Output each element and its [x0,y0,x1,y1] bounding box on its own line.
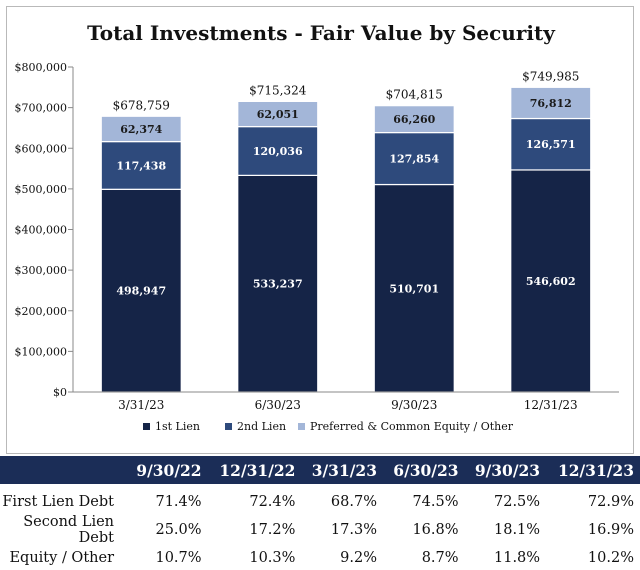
table-row-first-lien-debt: First Lien Debt 71.4% 72.4% 68.7% 74.5% … [0,484,640,514]
security-mix-table: 9/30/22 12/31/22 3/31/23 6/30/23 9/30/23… [0,456,640,570]
data-label: 76,812 [530,97,572,110]
table-header-12-31-23: 12/31/23 [546,456,640,484]
table-cell: 8.7% [421,550,459,566]
legend-swatch [143,423,150,430]
legend-label: 2nd Lien [237,420,286,433]
bar-segment-second-lien [510,117,592,171]
table-header-12-31-22: 12/31/22 [207,456,302,484]
data-label: 117,438 [116,159,166,172]
total-label: $715,324 [249,83,307,97]
table-cell: 17.3% [330,522,377,538]
data-label: 533,237 [253,278,303,291]
table-cell: 72.9% [587,494,634,510]
data-label: 510,701 [389,282,439,295]
row-label: First Lien Debt [2,494,114,510]
table-cell: 16.9% [587,522,634,538]
table-header-row: 9/30/22 12/31/22 3/31/23 6/30/23 9/30/23… [0,456,640,484]
legend-swatch [225,423,232,430]
bars: 498,947 117,438 62,374 $678,759 533,237 120,0… [100,69,592,393]
x-tick-label: 12/31/23 [524,398,578,412]
y-tick-label: $300,000 [15,264,68,277]
total-label: $678,759 [113,98,170,112]
data-label: 66,260 [393,113,435,126]
table-cell: 74.5% [412,494,459,510]
bar-segment-first-lien [510,169,592,393]
table-cell: 72.4% [249,494,296,510]
bar-segment-first-lien [237,174,319,393]
table-cell: 10.3% [249,550,296,566]
table-header-blank [0,456,126,484]
legend: 1st Lien 2nd Lien Preferred & Common Equit… [143,420,514,433]
x-tick-label: 3/31/23 [118,398,164,412]
bar-segment-equity-other [373,105,455,134]
y-tick-label: $100,000 [15,345,68,358]
data-label: 62,374 [120,123,162,136]
x-tick-label: 9/30/23 [391,398,437,412]
table-header-9-30-22: 9/30/22 [126,456,208,484]
table-row-equity-other: Equity / Other 10.7% 10.3% 9.2% 8.7% 11.… [0,546,640,570]
stacked-bar-chart: Total Investments - Fair Value by Securi… [15,21,619,433]
total-label: $704,815 [386,88,443,102]
legend-label: 1st Lien [155,420,200,433]
chart-frame: Total Investments - Fair Value by Securi… [6,6,634,454]
table-cell: 11.8% [494,550,541,566]
y-tick-label: $200,000 [15,305,68,318]
bar-segment-second-lien [100,140,182,190]
x-axis: 3/31/23 6/30/23 9/30/23 12/31/23 [73,391,619,412]
data-label: 126,571 [526,138,576,151]
y-tick-label: $700,000 [15,102,68,115]
y-tick-label: $0 [53,386,67,399]
table-cell: 10.7% [155,550,202,566]
bar-segment-second-lien [373,131,455,186]
table-header-6-30-23: 6/30/23 [382,456,465,484]
data-label: 546,602 [526,275,576,288]
table-row-second-lien-debt: Second Lien Debt 25.0% 17.2% 17.3% 16.8%… [0,514,640,546]
y-tick-label: $600,000 [15,142,68,155]
data-label: 120,036 [253,145,303,158]
y-axis: $0 $100,000 $200,000 $300,000 $400,000 $500,0… [15,61,74,399]
table-cell: 68.7% [330,494,377,510]
table-cell: 18.1% [494,522,541,538]
table-cell: 10.2% [587,550,634,566]
y-tick-label: $400,000 [15,224,68,237]
total-label: $749,985 [522,69,579,83]
table-cell: 17.2% [249,522,296,538]
row-label: Equity / Other [9,550,114,566]
bar-segment-second-lien [237,126,319,176]
bar-segment-equity-other [100,115,182,143]
data-label: 498,947 [116,285,166,298]
legend-swatch [298,423,305,430]
chart-title: Total Investments - Fair Value by Securi… [87,21,556,45]
bar-segment-equity-other [510,86,592,120]
table-cell: 16.8% [412,522,459,538]
bar-segment-equity-other [237,100,319,128]
data-label: 127,854 [389,153,439,166]
table-cell: 25.0% [155,522,202,538]
legend-label: Preferred & Common Equity / Other [310,420,514,433]
data-label: 62,051 [257,108,299,121]
table-cell: 71.4% [155,494,202,510]
table-header-3-31-23: 3/31/23 [301,456,383,484]
table-cell: 9.2% [340,550,377,566]
y-tick-label: $800,000 [15,61,68,74]
table-header-9-30-23: 9/30/23 [464,456,547,484]
bar-segment-first-lien [373,183,455,393]
row-label: Second Lien Debt [23,514,114,546]
y-tick-label: $500,000 [15,183,68,196]
table-cell: 72.5% [494,494,541,510]
x-tick-label: 6/30/23 [255,398,301,412]
